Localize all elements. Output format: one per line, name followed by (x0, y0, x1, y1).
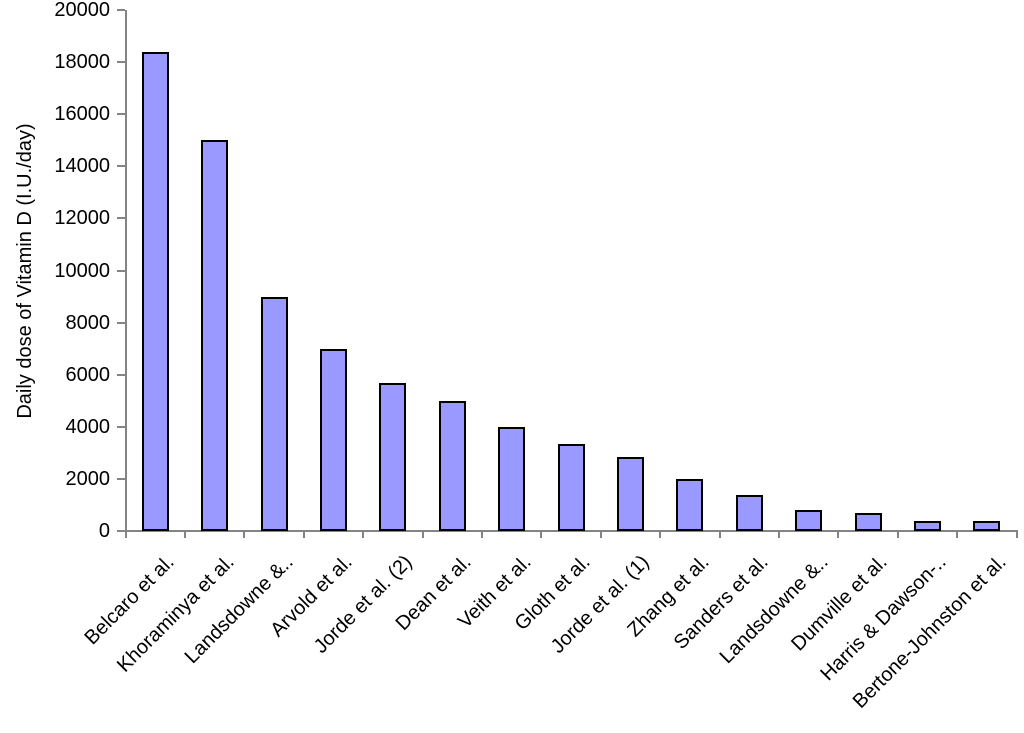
y-tick-mark (117, 373, 125, 376)
y-tick-mark (117, 61, 125, 64)
y-tick-mark (117, 530, 125, 532)
y-tick-label: 18000 (54, 51, 110, 74)
y-tick-label: 0 (98, 520, 110, 542)
x-tick-mark (124, 531, 127, 538)
x-axis-line (125, 530, 1018, 532)
bar (319, 348, 347, 531)
y-tick-label: 2000 (65, 467, 111, 490)
y-axis-line (125, 10, 127, 532)
bar (260, 296, 288, 531)
y-tick-label: 6000 (65, 363, 111, 386)
x-tick-mark (718, 531, 721, 538)
y-tick-mark (117, 477, 125, 480)
y-tick-mark (117, 9, 125, 11)
x-tick-mark (659, 531, 662, 538)
x-tick-mark (777, 531, 780, 538)
bar (854, 512, 882, 531)
bar (141, 51, 169, 531)
y-tick-mark (117, 321, 125, 324)
x-tick-mark (540, 531, 543, 538)
x-tick-mark (421, 531, 424, 538)
y-tick-mark (117, 113, 125, 116)
y-tick-label: 10000 (54, 259, 110, 282)
bar (913, 520, 941, 531)
bar (557, 443, 585, 531)
x-tick-mark (183, 531, 186, 538)
bar (676, 478, 704, 531)
y-tick-mark (117, 269, 125, 272)
bar (201, 140, 229, 531)
bar (438, 400, 466, 531)
bar (795, 510, 823, 531)
bar (616, 456, 644, 531)
bar (498, 426, 526, 531)
x-tick-mark (362, 531, 365, 538)
y-tick-mark (117, 217, 125, 220)
y-tick-label: 14000 (54, 155, 110, 178)
x-tick-mark (956, 531, 959, 538)
x-tick-mark (480, 531, 483, 538)
x-tick-mark (896, 531, 899, 538)
x-tick-mark (1015, 531, 1018, 538)
y-tick-label: 12000 (54, 207, 110, 230)
y-tick-label: 4000 (65, 415, 111, 438)
y-tick-label: 16000 (54, 103, 110, 126)
x-tick-mark (302, 531, 305, 538)
y-tick-label: 8000 (65, 311, 111, 334)
x-tick-mark (243, 531, 246, 538)
y-tick-mark (117, 425, 125, 428)
x-tick-mark (837, 531, 840, 538)
y-tick-mark (117, 165, 125, 168)
bar (379, 382, 407, 531)
x-tick-mark (599, 531, 602, 538)
bar (735, 495, 763, 531)
y-tick-label: 20000 (54, 0, 110, 21)
bar (973, 520, 1001, 531)
